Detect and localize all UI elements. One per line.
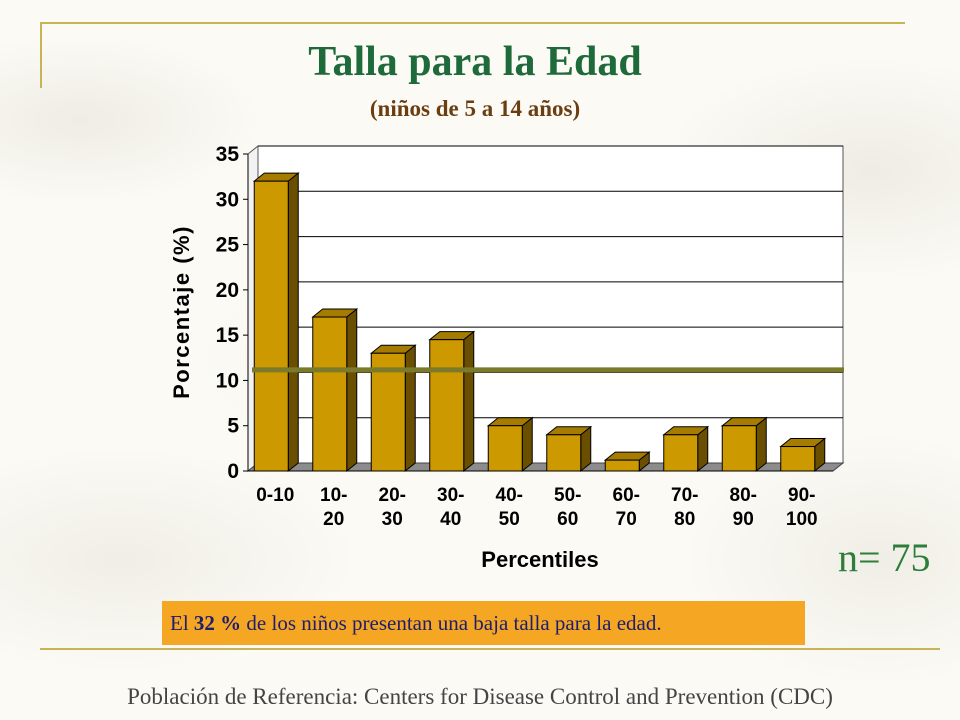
- x-tick-label: 70: [616, 509, 637, 530]
- x-tick-label: 90-: [788, 485, 815, 506]
- x-tick-label: 20: [323, 509, 344, 530]
- footer-reference: Población de Referencia: Centers for Dis…: [127, 684, 833, 709]
- bar-side: [463, 330, 475, 473]
- y-tick-label: 25: [216, 234, 240, 257]
- x-tick-label: 70-: [671, 485, 698, 506]
- y-tick-label: 35: [216, 143, 240, 166]
- x-tick-label: 60-: [613, 485, 640, 506]
- bar: [429, 339, 465, 472]
- frame-line-vertical: [40, 22, 42, 88]
- bar-side: [755, 416, 767, 473]
- bar-side: [404, 344, 416, 473]
- sample-size-label: n= 75: [838, 535, 931, 580]
- note-value: 32 %: [193, 611, 242, 635]
- bar: [312, 316, 348, 472]
- x-tick-label: 80-: [730, 485, 757, 506]
- x-tick-label: 90: [733, 509, 754, 530]
- y-tick-label: 0: [227, 460, 239, 483]
- bar: [780, 446, 816, 472]
- bar: [487, 425, 523, 472]
- x-axis-title: Percentiles: [481, 547, 598, 572]
- x-tick-label: 50: [499, 509, 520, 530]
- y-tick-label: 20: [216, 279, 239, 302]
- x-tick-label: 20-: [379, 485, 406, 506]
- x-tick-label: 100: [786, 509, 818, 530]
- note-prefix: El: [170, 611, 194, 635]
- slide-title: Talla para la Edad: [308, 39, 642, 85]
- slide-subtitle: (niños de 5 a 14 años): [369, 96, 581, 121]
- x-tick-label: 0-10: [256, 485, 294, 506]
- y-tick-label: 10: [216, 369, 239, 392]
- bar: [546, 434, 582, 472]
- x-tick-label: 30-: [437, 485, 464, 506]
- bar: [604, 459, 640, 472]
- y-tick-label: 15: [216, 324, 240, 347]
- bar: [370, 352, 406, 472]
- bar: [663, 434, 699, 472]
- bar-side: [287, 172, 299, 473]
- x-tick-label: 40: [440, 509, 461, 530]
- x-tick-label: 50-: [554, 485, 581, 506]
- x-tick-label: 40-: [496, 485, 523, 506]
- bar: [721, 425, 757, 472]
- x-tick-label: 10-: [320, 485, 347, 506]
- x-tick-label: 60: [557, 509, 578, 530]
- bar-side: [521, 416, 533, 473]
- bar-side: [346, 307, 358, 473]
- bar: [253, 180, 289, 472]
- y-axis-title: Porcentaje (%): [169, 225, 194, 399]
- y-tick-label: 5: [227, 415, 239, 438]
- frame-line-top: [40, 22, 905, 24]
- frame-line-bottom: [40, 648, 940, 650]
- note-suffix: de los niños presentan una baja talla pa…: [241, 611, 662, 635]
- note-box: El 32 % de los niños presentan una baja …: [162, 601, 805, 645]
- x-tick-label: 30: [382, 509, 403, 530]
- x-tick-label: 80: [674, 509, 695, 530]
- y-tick-label: 30: [216, 188, 239, 211]
